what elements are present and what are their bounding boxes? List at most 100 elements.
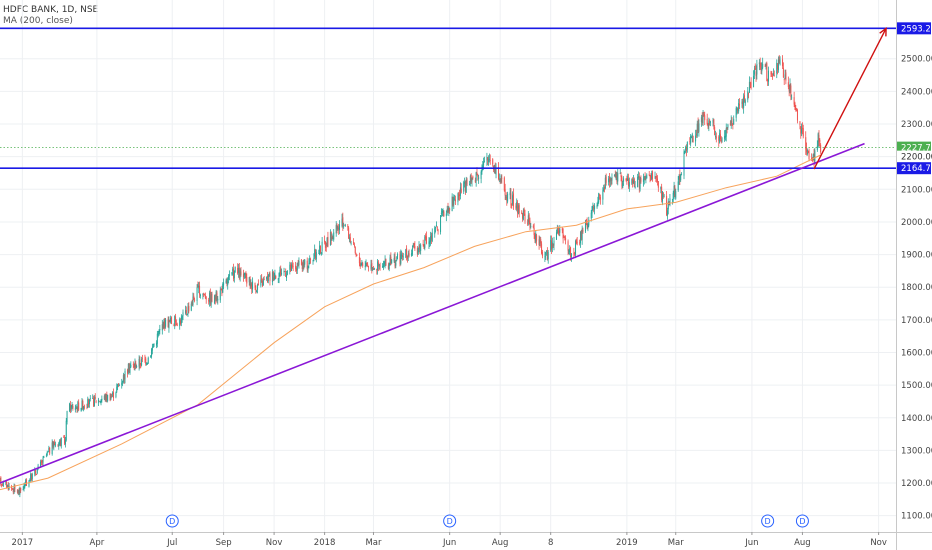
support-trendline[interactable] <box>0 142 865 484</box>
projection-arrow[interactable] <box>813 28 887 170</box>
candle-body <box>547 251 549 260</box>
candle-body <box>622 183 624 188</box>
candle-body <box>712 119 714 123</box>
y-tick-label: 2000.00 <box>901 218 932 228</box>
candle-body <box>180 317 182 324</box>
candle-body <box>63 436 65 438</box>
candle-body <box>459 194 461 197</box>
candle-body <box>18 489 20 494</box>
candle-body <box>350 242 352 244</box>
y-tick-label: 1900.00 <box>901 251 932 261</box>
candle-body <box>412 244 414 248</box>
candle-body <box>330 232 332 241</box>
y-tick-label: 1600.00 <box>901 348 932 358</box>
candle-body <box>355 254 357 256</box>
candle-body <box>789 83 791 93</box>
candle-body <box>203 293 205 295</box>
candle-body <box>771 74 773 76</box>
dividend-marker[interactable] <box>761 514 775 528</box>
candle-body <box>377 261 379 270</box>
candle-body <box>446 209 448 213</box>
candle-body <box>714 127 716 136</box>
candle-body <box>257 284 259 290</box>
candle-body <box>793 97 795 105</box>
candle-body <box>248 277 250 283</box>
candle-body <box>116 386 118 392</box>
candle-body <box>592 206 594 208</box>
candle-body <box>819 139 821 143</box>
candle-body <box>168 319 170 329</box>
candle-body <box>118 384 120 387</box>
candle-body <box>422 243 424 245</box>
candle-body <box>428 241 430 244</box>
candle-body <box>459 187 461 196</box>
candle-body <box>277 278 279 280</box>
candle-body <box>440 215 442 232</box>
dividend-marker[interactable] <box>795 514 809 528</box>
candle-body <box>470 175 472 183</box>
candle-body <box>475 172 477 182</box>
grid <box>0 0 896 532</box>
candle-body <box>275 275 277 279</box>
candle-body <box>582 230 584 232</box>
candle-body <box>557 228 559 230</box>
candle-body <box>452 196 454 206</box>
candle-body <box>591 206 593 214</box>
candle-body <box>237 267 239 274</box>
candle-body <box>742 101 744 107</box>
candle-body <box>325 247 327 249</box>
candle-body <box>686 142 688 150</box>
candle-body <box>414 246 416 249</box>
candle-body <box>714 135 716 137</box>
dividend-marker[interactable] <box>443 514 457 528</box>
candle-body <box>731 121 733 123</box>
candle-body <box>101 398 103 401</box>
x-tick-label: Nov <box>870 538 887 548</box>
candle-body <box>273 277 275 280</box>
candle-body <box>633 179 635 187</box>
candle-body <box>78 402 80 410</box>
price-tag-box <box>897 162 931 175</box>
candle-body <box>604 177 606 189</box>
candle-body <box>587 224 589 229</box>
candle-body <box>263 279 265 281</box>
candle-body <box>361 262 363 266</box>
candle-body <box>498 167 500 179</box>
candle-body <box>495 168 497 175</box>
candle-body <box>657 178 659 182</box>
candle-body <box>575 240 577 255</box>
candle-body <box>157 333 159 335</box>
candle-body <box>805 137 807 150</box>
candle-body <box>510 193 512 206</box>
candle-body <box>289 264 291 270</box>
candle-body <box>512 193 514 207</box>
candle-body <box>437 229 439 232</box>
candle-body <box>49 447 51 454</box>
candle-body <box>106 394 108 400</box>
candle-body <box>347 225 349 228</box>
candle-body <box>522 210 524 220</box>
candle-body <box>660 186 662 190</box>
candle-body <box>478 177 480 179</box>
candle-body <box>333 232 335 240</box>
candle-body <box>216 292 218 301</box>
candle-body <box>367 264 369 267</box>
price-axis[interactable] <box>896 0 932 550</box>
candle-body <box>430 236 432 242</box>
candle-body <box>51 442 53 455</box>
candle-body <box>254 283 256 288</box>
candle-body <box>528 214 530 223</box>
candle-body <box>443 211 445 217</box>
dividend-marker[interactable] <box>165 514 179 528</box>
candle-body <box>458 194 460 196</box>
candle-body <box>431 232 433 241</box>
time-axis[interactable] <box>0 532 932 550</box>
candle-body <box>702 115 704 123</box>
candle-body <box>487 157 489 160</box>
candle-body <box>226 281 228 284</box>
candle-body <box>706 118 708 125</box>
candle-body <box>348 227 350 239</box>
candle-body <box>743 96 745 108</box>
candle-body <box>738 103 740 112</box>
